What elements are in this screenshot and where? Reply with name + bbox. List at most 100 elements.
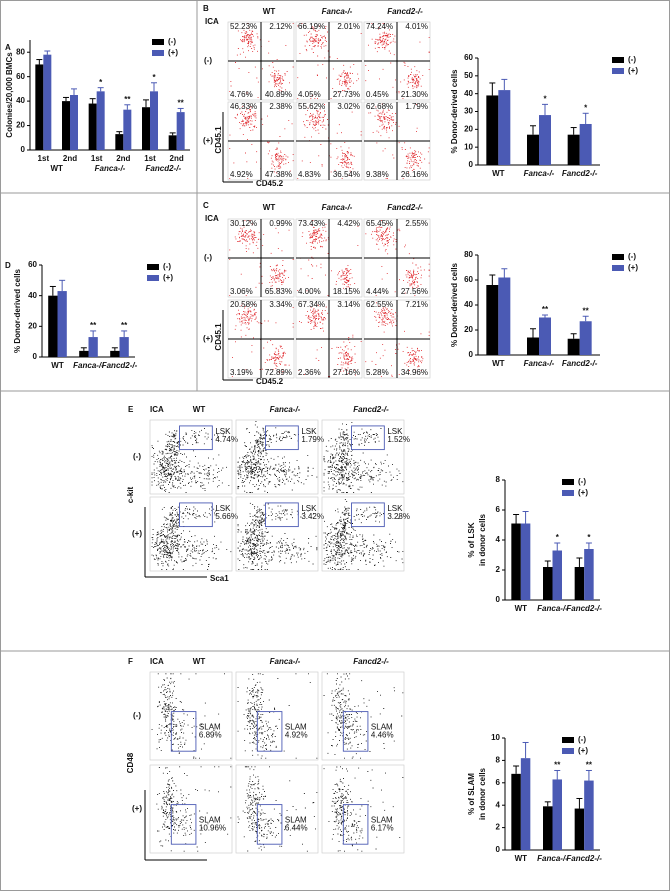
y-tick-label: 0 (469, 350, 474, 359)
group-label: ICA (150, 657, 164, 666)
bar (79, 350, 89, 357)
legend-swatch (562, 748, 574, 754)
x-tick-label: WT (51, 361, 64, 370)
x-tick-label: Fancd2-/- (566, 604, 602, 613)
significance: ** (583, 306, 590, 315)
event-dots (229, 23, 294, 98)
y-tick-label: 20 (16, 121, 25, 130)
y-tick-label: 2 (496, 823, 501, 832)
plot-frame (235, 496, 319, 572)
gate-percent: 10.96% (199, 824, 226, 833)
y-axis-label: CD45.1 (214, 126, 223, 154)
column-title: WT (263, 7, 276, 16)
bar (57, 291, 67, 357)
significance: ** (178, 99, 185, 108)
x-axis-label: CD45.2 (256, 377, 284, 386)
y-axis-label: Colonies/20,000 BMCs (5, 52, 14, 138)
panel-letter: E (128, 405, 134, 414)
y-tick-label: 80 (16, 47, 25, 56)
bar (70, 95, 78, 150)
x-tick-label: WT (492, 169, 505, 178)
bar (142, 107, 150, 150)
bar (123, 109, 132, 150)
y-tick-label: 4 (496, 535, 501, 544)
significance: * (584, 103, 588, 112)
x-tick-label: Fancd2-/- (566, 854, 602, 863)
bar (486, 285, 499, 355)
quadrant-percent: 0.45% (366, 90, 389, 99)
quadrant-percent: 4.83% (298, 170, 321, 179)
x-tick-label: Fanca-/- (524, 169, 555, 178)
x-tick-label: Fanca-/- (537, 604, 568, 613)
x-tick-label: WT (515, 854, 528, 863)
significance: * (99, 78, 103, 87)
x-tick-label: 2nd (63, 154, 77, 163)
x-tick-label: 2nd (170, 154, 184, 163)
bar (520, 523, 531, 600)
gate (179, 502, 213, 528)
significance: * (556, 533, 560, 542)
quadrant-percent: 30.12% (230, 219, 257, 228)
significance: ** (90, 321, 97, 330)
y-tick-label: 10 (491, 733, 500, 742)
y-tick-label: 30 (464, 107, 473, 116)
y-tick-label: 40 (28, 291, 37, 300)
quadrant-percent: 2.55% (405, 219, 428, 228)
event-dots (231, 303, 294, 377)
x-axis-label: CD45.2 (256, 179, 284, 188)
x-tick-label: WT (492, 359, 505, 368)
bar (527, 134, 539, 165)
bar (115, 134, 124, 150)
column-title: Fanca-/- (270, 405, 301, 414)
event-dots (298, 304, 362, 377)
gate-label: SLAM (285, 816, 307, 825)
y-tick-label: 0 (21, 145, 26, 154)
event-dots (323, 422, 404, 493)
plot-frame (321, 496, 405, 572)
row-label: (+) (203, 334, 213, 343)
bar (539, 317, 551, 355)
legend-label: (+) (163, 273, 173, 282)
x-axis-label: Sca1 (210, 574, 229, 583)
column-title: Fanca-/- (270, 657, 301, 666)
y-tick-label: 10 (464, 142, 473, 151)
bar (43, 54, 52, 150)
panel-letter: B (203, 4, 209, 13)
gate-percent: 5.66% (215, 512, 238, 521)
quadrant-percent: 26.16% (401, 170, 428, 179)
quadrant-percent: 4.01% (405, 22, 428, 31)
x-tick-label: 2nd (116, 154, 130, 163)
bar (119, 337, 129, 357)
column-title: Fancd2-/- (353, 405, 389, 414)
column-title: Fanca-/- (322, 7, 353, 16)
bar (584, 549, 594, 600)
quadrant-percent: 62.68% (366, 102, 393, 111)
plot-frame (235, 671, 319, 761)
y-tick-label: 40 (464, 300, 473, 309)
quadrant-percent: 27.73% (333, 90, 360, 99)
column-title: Fancd2-/- (387, 7, 423, 16)
y-tick-label: 60 (16, 72, 25, 81)
legend-swatch (612, 265, 624, 271)
quadrant-percent: 2.38% (269, 102, 292, 111)
panel-letter: F (128, 657, 133, 666)
bar (88, 103, 97, 150)
bar (579, 321, 592, 355)
gate (265, 425, 299, 451)
gate-percent: 6.44% (285, 824, 308, 833)
legend-swatch (612, 68, 624, 74)
group-label: WT (50, 164, 63, 173)
event-dots (237, 502, 318, 570)
bar (511, 773, 521, 850)
bar (574, 567, 585, 600)
bar (520, 758, 531, 850)
quadrant-percent: 40.89% (265, 90, 292, 99)
gate-label: LSK (301, 427, 317, 436)
event-dots (365, 220, 430, 296)
plot-frame (321, 764, 405, 854)
bar (62, 101, 70, 150)
y-tick-label: 80 (464, 250, 473, 259)
gate-percent: 1.52% (387, 435, 410, 444)
y-axis-label: in donor cells (478, 513, 487, 566)
